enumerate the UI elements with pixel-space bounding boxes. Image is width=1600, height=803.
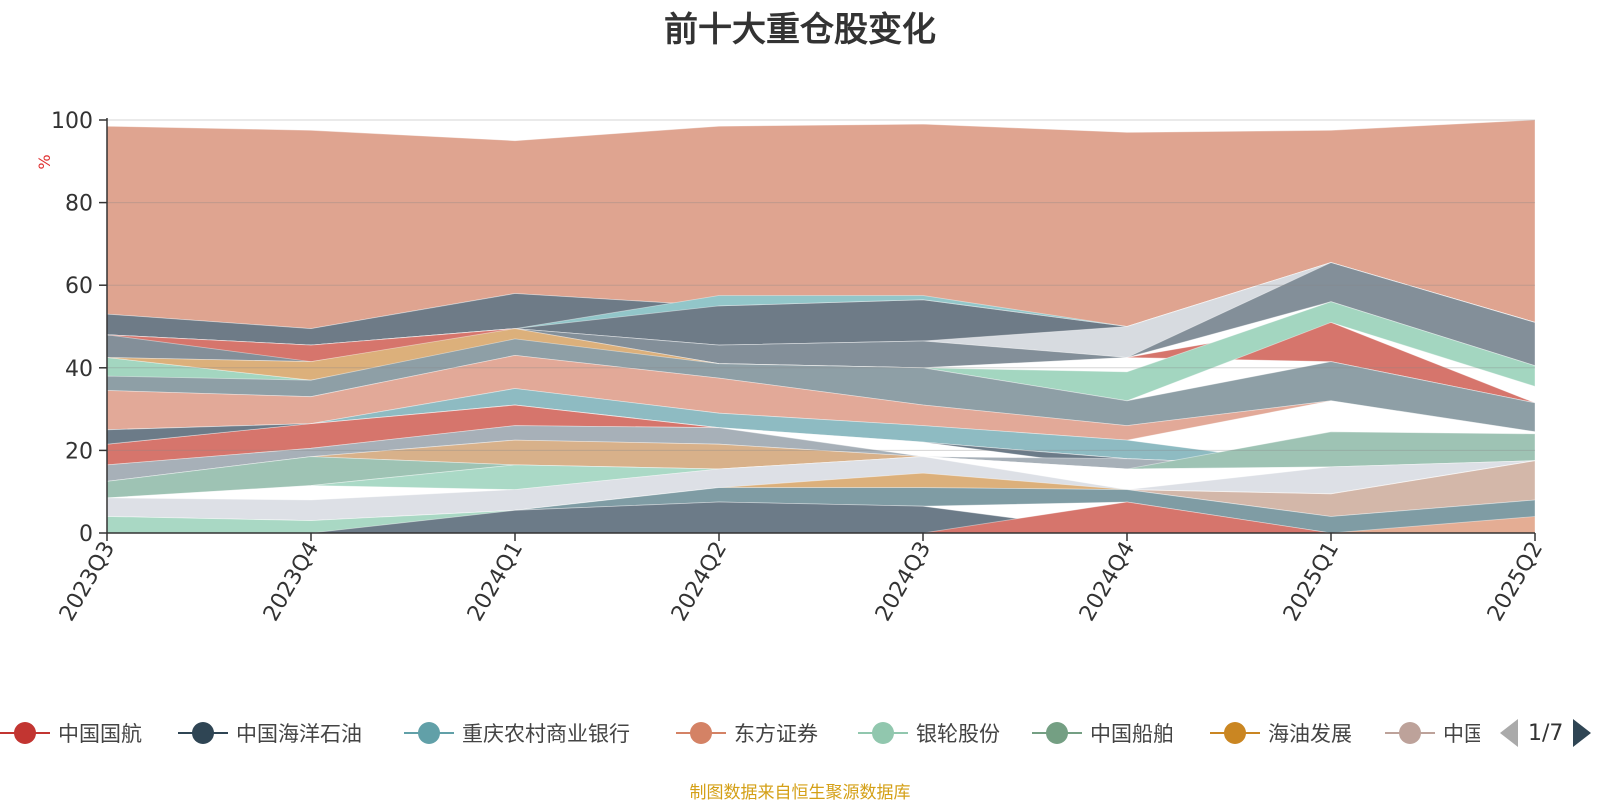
x-tick-label: 2023Q4 <box>259 538 324 626</box>
legend-marker-icon <box>0 718 50 748</box>
legend-item[interactable]: 中国 <box>1385 713 1480 753</box>
y-tick-label: 80 <box>65 192 93 217</box>
legend-item[interactable]: 中国国航 <box>0 713 142 753</box>
legend-label: 海油发展 <box>1268 722 1352 746</box>
x-tick-label: 2024Q2 <box>667 538 732 626</box>
y-tick-label: 20 <box>65 439 93 464</box>
legend-marker-icon <box>858 718 908 748</box>
legend-label: 银轮股份 <box>916 722 1000 746</box>
legend-next-icon[interactable] <box>1573 719 1592 747</box>
x-tick-label: 2024Q3 <box>871 538 936 626</box>
legend-marker-icon <box>404 718 454 748</box>
y-tick-label: 60 <box>65 274 93 299</box>
legend-marker-icon <box>676 718 726 748</box>
legend-item[interactable]: 东方证券 <box>676 713 818 753</box>
x-tick-label: 2025Q1 <box>1279 538 1344 626</box>
area-band-5 <box>106 262 1536 346</box>
y-tick-label: 100 <box>51 109 93 134</box>
legend-item[interactable]: 中国船舶 <box>1032 713 1174 753</box>
legend-label: 中国海洋石油 <box>236 722 362 746</box>
chart-plot: 0 20 40 60 80 100 2023Q3 2023Q4 2024Q1 2024Q2 2024… <box>35 109 1548 626</box>
legend-prev-icon[interactable] <box>1500 719 1518 747</box>
legend-marker-icon <box>1210 718 1260 748</box>
x-tick-label: 2023Q3 <box>55 538 120 626</box>
legend-label: 重庆农村商业银行 <box>462 722 630 746</box>
legend-label: 中国 <box>1443 722 1480 746</box>
legend-item[interactable]: 重庆农村商业银行 <box>404 713 630 753</box>
legend-label: 中国国航 <box>58 722 142 746</box>
y-tick-label: 40 <box>65 357 93 382</box>
legend-label: 东方证券 <box>734 722 818 746</box>
y-axis-label: % <box>35 154 54 169</box>
chart-title: 前十大重仓股变化 <box>664 10 936 50</box>
legend-item[interactable]: 银轮股份 <box>858 713 1000 753</box>
x-tick-label: 2025Q2 <box>1483 538 1548 626</box>
legend-pager: 1/7 <box>1500 713 1592 753</box>
legend-marker-icon <box>178 718 228 748</box>
legend-item[interactable]: 中国海洋石油 <box>178 713 362 753</box>
legend-marker-icon <box>1385 718 1435 748</box>
y-tick-label: 0 <box>79 522 93 547</box>
legend-label: 中国船舶 <box>1090 722 1174 746</box>
legend-marker-icon <box>1032 718 1082 748</box>
source-note: 制图数据来自恒生聚源数据库 <box>689 783 911 803</box>
area-band-10 <box>106 354 1536 441</box>
grid-lines <box>107 119 1535 451</box>
area-bands <box>106 119 1536 534</box>
legend-item[interactable]: 海油发展 <box>1210 713 1352 753</box>
x-tick-label: 2024Q4 <box>1075 538 1140 626</box>
legend-items: 中国国航 中国海洋石油 重庆农村商业银行 东方证券 银轮股份 中国船舶 海油发展 中国 <box>0 713 1480 753</box>
legend: 中国国航 中国海洋石油 重庆农村商业银行 东方证券 银轮股份 中国船舶 海油发展 中国 1/7 <box>0 713 1600 753</box>
x-tick-label: 2024Q1 <box>463 538 528 626</box>
legend-page-indicator: 1/7 <box>1528 720 1564 746</box>
